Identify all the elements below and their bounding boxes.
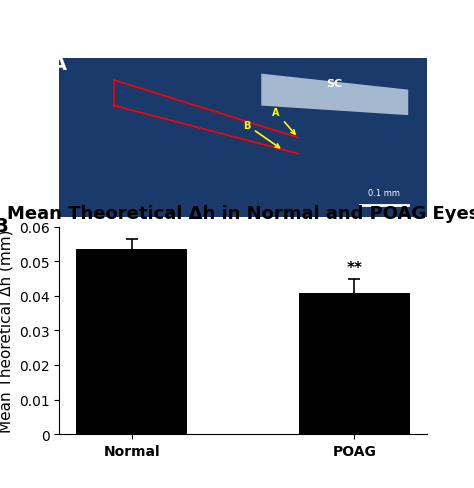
Y-axis label: Mean Theoretical Δh (mm): Mean Theoretical Δh (mm) <box>0 229 13 432</box>
Text: SC: SC <box>327 79 343 89</box>
Polygon shape <box>261 75 408 116</box>
Text: **: ** <box>346 261 362 275</box>
Text: B: B <box>0 217 8 236</box>
Text: B: B <box>243 121 280 148</box>
Text: A: A <box>52 55 67 74</box>
Title: Mean Theoretical Δh in Normal and POAG Eyes: Mean Theoretical Δh in Normal and POAG E… <box>7 205 474 223</box>
Bar <box>299 293 410 434</box>
Text: 0.1 mm: 0.1 mm <box>368 189 401 198</box>
Text: A: A <box>272 108 295 135</box>
FancyBboxPatch shape <box>59 59 427 218</box>
Bar <box>76 249 187 434</box>
